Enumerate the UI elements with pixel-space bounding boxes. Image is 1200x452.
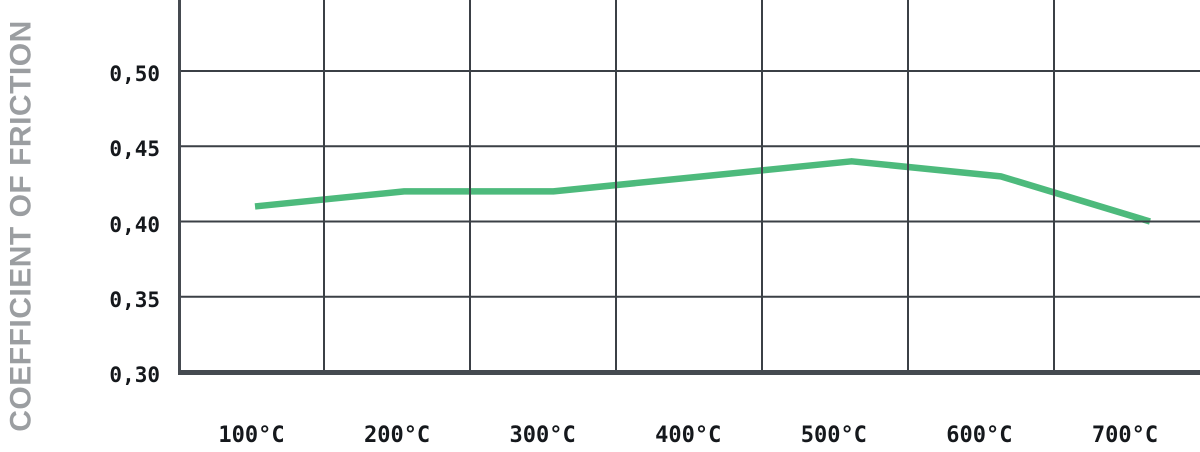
x-tick-label: 200°C <box>363 423 431 448</box>
x-tick-label: 600°C <box>946 423 1013 448</box>
x-tick-label: 400°C <box>655 423 722 448</box>
friction-line <box>254 158 1151 225</box>
x-tick-label: 100°C <box>218 423 285 448</box>
x-tick-label: 700°C <box>1091 423 1159 448</box>
y-tick-label: 0,45 <box>109 137 160 162</box>
y-tick-label: 0,40 <box>109 212 160 237</box>
y-tick-label: 0,30 <box>109 363 160 387</box>
x-tick-label: 500°C <box>800 423 867 448</box>
x-tick-label: 300°C <box>509 423 576 448</box>
y-tick-label: 0,35 <box>109 287 160 312</box>
y-tick-label: 0,50 <box>109 62 160 86</box>
